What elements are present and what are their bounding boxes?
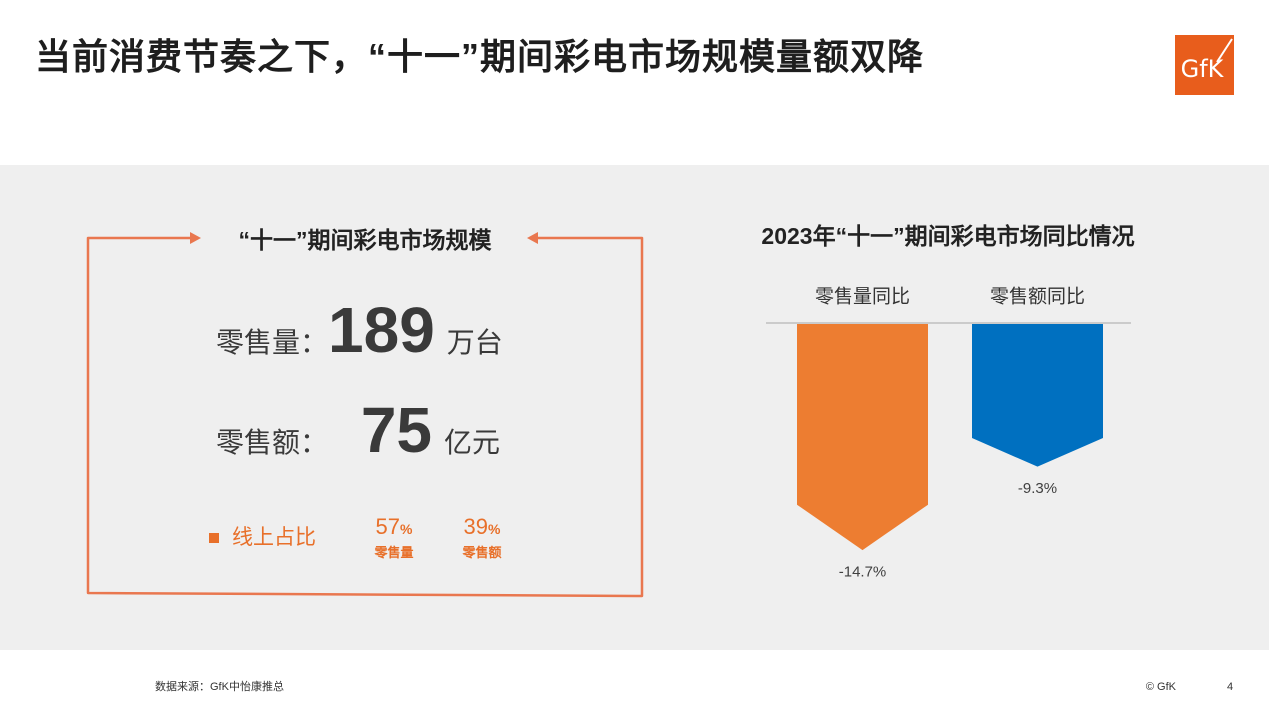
- chart-bar-2: [972, 324, 1103, 467]
- slide-title: 当前消费节奏之下，“十一”期间彩电市场规模量额双降: [35, 36, 925, 77]
- gfk-logo: GfK: [1175, 35, 1234, 95]
- category-label-1: 零售量同比: [815, 286, 910, 308]
- market-size-title: “十一”期间彩电市场规模: [238, 227, 492, 253]
- logo-background: [1175, 35, 1234, 95]
- online-share-revenue: 39% 零售额: [452, 512, 512, 562]
- data-label-1: -14.7%: [839, 564, 887, 581]
- retail-revenue-row: 零售额： 75 亿元: [216, 398, 516, 462]
- retail-volume-label: 零售量：: [216, 327, 329, 358]
- online-share-volume-label: 零售量: [374, 545, 414, 560]
- source-note: 数据来源：GfK中怡康推总: [155, 681, 284, 693]
- market-size-frame: [86, 232, 644, 598]
- online-share-volume: 57% 零售量: [364, 512, 424, 562]
- retail-volume-value: 189: [328, 294, 435, 366]
- category-label-2: 零售额同比: [990, 286, 1085, 308]
- logo-slash: [1216, 38, 1233, 63]
- frame-arrow-left-icon: [527, 232, 538, 244]
- retail-volume-row: 零售量： 189 万台: [216, 298, 516, 362]
- labels-layer: 零售量同比 -14.7% 零售额同比 -9.3%: [815, 286, 1085, 581]
- online-share-volume-line: 57%: [364, 512, 424, 544]
- frame-outline: [86, 236, 644, 598]
- online-share-volume-unit: %: [400, 521, 413, 537]
- retail-revenue-value: 75: [360, 394, 433, 466]
- retail-revenue-unit: 亿元: [444, 427, 501, 458]
- yoy-chart: 零售量同比 -14.7% 零售额同比 -9.3%: [766, 286, 1131, 581]
- retail-volume-unit: 万台: [446, 327, 503, 358]
- chart-title: 2023年“十一”期间彩电市场同比情况: [761, 223, 1135, 249]
- copyright: © GfK: [1145, 681, 1176, 693]
- online-share-label: 线上占比: [232, 526, 316, 549]
- data-label-2: -9.3%: [1018, 480, 1057, 497]
- online-share-volume-value: 57: [375, 514, 401, 539]
- page-number: 4: [1226, 681, 1234, 693]
- bullet-square-icon: [209, 533, 219, 543]
- frame-arrow-right-icon: [190, 232, 201, 244]
- chart-bar-1: [797, 324, 928, 551]
- online-share-revenue-label: 零售额: [462, 545, 502, 560]
- logo-text: GfK: [1181, 55, 1225, 83]
- online-share-revenue-unit: %: [488, 521, 501, 537]
- retail-revenue-label: 零售额：: [216, 427, 329, 458]
- bars-layer: [797, 324, 1103, 551]
- online-share-revenue-value: 39: [463, 514, 489, 539]
- online-share-revenue-line: 39%: [452, 512, 512, 544]
